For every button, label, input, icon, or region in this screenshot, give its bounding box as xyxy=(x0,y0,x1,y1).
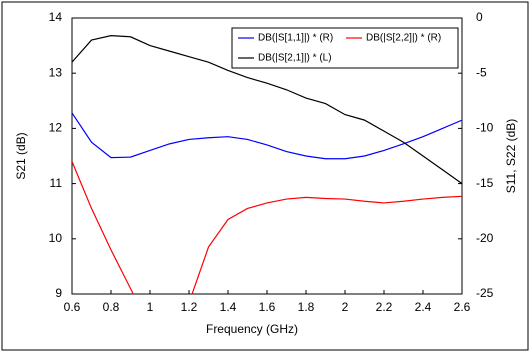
x-tick-label: 1.2 xyxy=(181,300,198,314)
y-tick-label: 14 xyxy=(49,10,63,24)
y2-tick-label: -5 xyxy=(476,65,487,79)
x-tick-label: 2.4 xyxy=(415,300,432,314)
legend: DB(|S[1,1]|) * (R) DB(|S[2,2]|) * (R) DB(|… xyxy=(231,27,459,69)
x-tick-label: 0.6 xyxy=(64,300,81,314)
y-tick-label: 9 xyxy=(55,286,62,300)
x-tick-label: 2.6 xyxy=(454,300,471,314)
x-tick-label: 1 xyxy=(147,300,154,314)
x-tick-label: 1.6 xyxy=(259,300,276,314)
legend-label: DB(|S[2,1]|) * (L) xyxy=(258,53,332,64)
x-tick-label: 1.8 xyxy=(298,300,315,314)
y2-tick-label: -20 xyxy=(476,231,494,245)
x-axis-label: Frequency (GHz) xyxy=(206,322,298,336)
x-tick-label: 1.4 xyxy=(220,300,237,314)
series-line xyxy=(72,112,462,160)
series-line xyxy=(72,161,462,294)
x-tick-label: 0.8 xyxy=(103,300,120,314)
y2-tick-label: -25 xyxy=(476,286,494,300)
y2-tick-label: 0 xyxy=(476,10,483,24)
series-group xyxy=(72,35,462,294)
series-line xyxy=(72,35,462,185)
y-tick-label: 10 xyxy=(49,231,63,245)
x-tick-label: 2 xyxy=(342,300,349,314)
y-axis-label: S21 (dB) xyxy=(14,132,28,179)
legend-box xyxy=(231,27,459,69)
y2-tick-label: -10 xyxy=(476,121,494,135)
y-tick-label: 11 xyxy=(50,176,63,190)
x-tick-label: 2.2 xyxy=(376,300,393,314)
legend-label: DB(|S[2,2]|) * (R) xyxy=(366,33,441,44)
y2-axis-label: S11, S22 (dB) xyxy=(504,119,518,193)
y-tick-label: 13 xyxy=(49,65,63,79)
legend-label: DB(|S[1,1]|) * (R) xyxy=(258,33,333,44)
y2-tick-label: -15 xyxy=(476,176,494,190)
y-tick-label: 12 xyxy=(49,121,63,135)
